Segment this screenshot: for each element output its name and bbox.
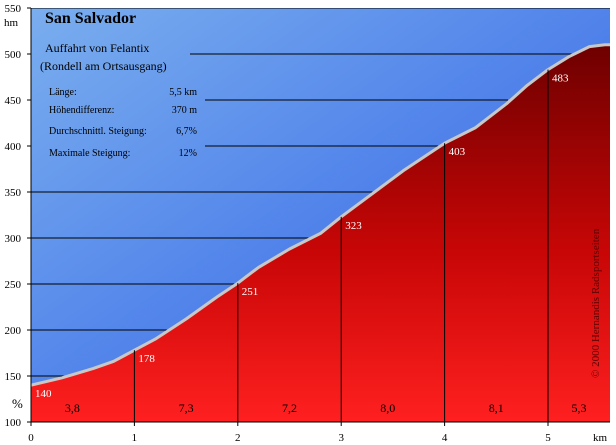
stat-label-length: Länge:: [49, 87, 77, 98]
elevation-label-323: 323: [345, 220, 362, 232]
y-axis-ticks: 100 150 200 250 300 350 400 450 500 550: [5, 3, 31, 429]
stat-value-average-gradient: 6,7%: [176, 126, 197, 137]
elevation-label-403: 403: [449, 146, 466, 158]
elevation-label-510: 510: [614, 44, 616, 56]
x-tick-label-3: 3: [338, 432, 344, 444]
y-tick-label-200: 200: [5, 325, 22, 337]
copyright-text: © 2000 Hernandis Radsportseiten: [590, 228, 602, 378]
gradient-label-4: 8,0: [380, 401, 395, 415]
y-tick-label-550: 550: [5, 3, 22, 15]
x-tick-label-0: 0: [28, 432, 34, 444]
stat-label-max-gradient: Maximale Steigung:: [49, 148, 130, 159]
km-divider-lines: [133, 69, 549, 422]
elevation-labels: 140 178 251 323 403 483 510: [35, 44, 616, 400]
y-tick-label-150: 150: [5, 371, 22, 383]
y-tick-label-250: 250: [5, 279, 22, 291]
elevation-label-178: 178: [138, 353, 155, 365]
elevation-profile-line: [31, 43, 610, 387]
gradient-label-6: 5,3: [572, 401, 587, 415]
x-tick-label-4: 4: [442, 432, 448, 444]
gradient-unit: %: [12, 396, 23, 411]
elevation-label-483: 483: [552, 73, 569, 85]
chart-title: San Salvador: [45, 10, 136, 27]
stat-label-height-difference: Höhendifferenz:: [49, 105, 114, 116]
subtitle-line-1: Auffahrt von Felantix: [45, 41, 149, 55]
elevation-label-140: 140: [35, 388, 52, 400]
gradient-label-1: 3,8: [65, 401, 80, 415]
gridlines: [31, 8, 610, 377]
gradient-label-2: 7,3: [179, 401, 194, 415]
y-tick-label-450: 450: [5, 95, 22, 107]
x-tick-label-1: 1: [132, 432, 138, 444]
gradient-label-3: 7,2: [282, 401, 297, 415]
y-axis-unit: hm: [4, 17, 19, 29]
subtitle-line-2: (Rondell am Ortsausgang): [40, 59, 167, 73]
y-tick-label-500: 500: [5, 49, 22, 61]
stat-value-max-gradient: 12%: [179, 148, 197, 159]
y-tick-label-400: 400: [5, 141, 22, 153]
x-tick-label-2: 2: [235, 432, 241, 444]
stat-value-length: 5,5 km: [169, 87, 197, 98]
y-tick-label-350: 350: [5, 187, 22, 199]
x-tick-label-5: 5: [545, 432, 551, 444]
gradient-labels: 3,8 7,3 7,2 8,0 8,1 5,3: [65, 401, 587, 415]
x-axis-ticks: 0 1 2 3 4 5: [28, 422, 551, 444]
gradient-label-5: 8,1: [489, 401, 504, 415]
stat-value-height-difference: 370 m: [172, 105, 198, 116]
y-tick-label-300: 300: [5, 233, 22, 245]
stat-label-average-gradient: Durchschnittl. Steigung:: [49, 126, 147, 137]
x-axis-unit: km: [593, 432, 608, 444]
y-tick-label-100: 100: [5, 417, 22, 429]
elevation-label-251: 251: [242, 286, 258, 298]
